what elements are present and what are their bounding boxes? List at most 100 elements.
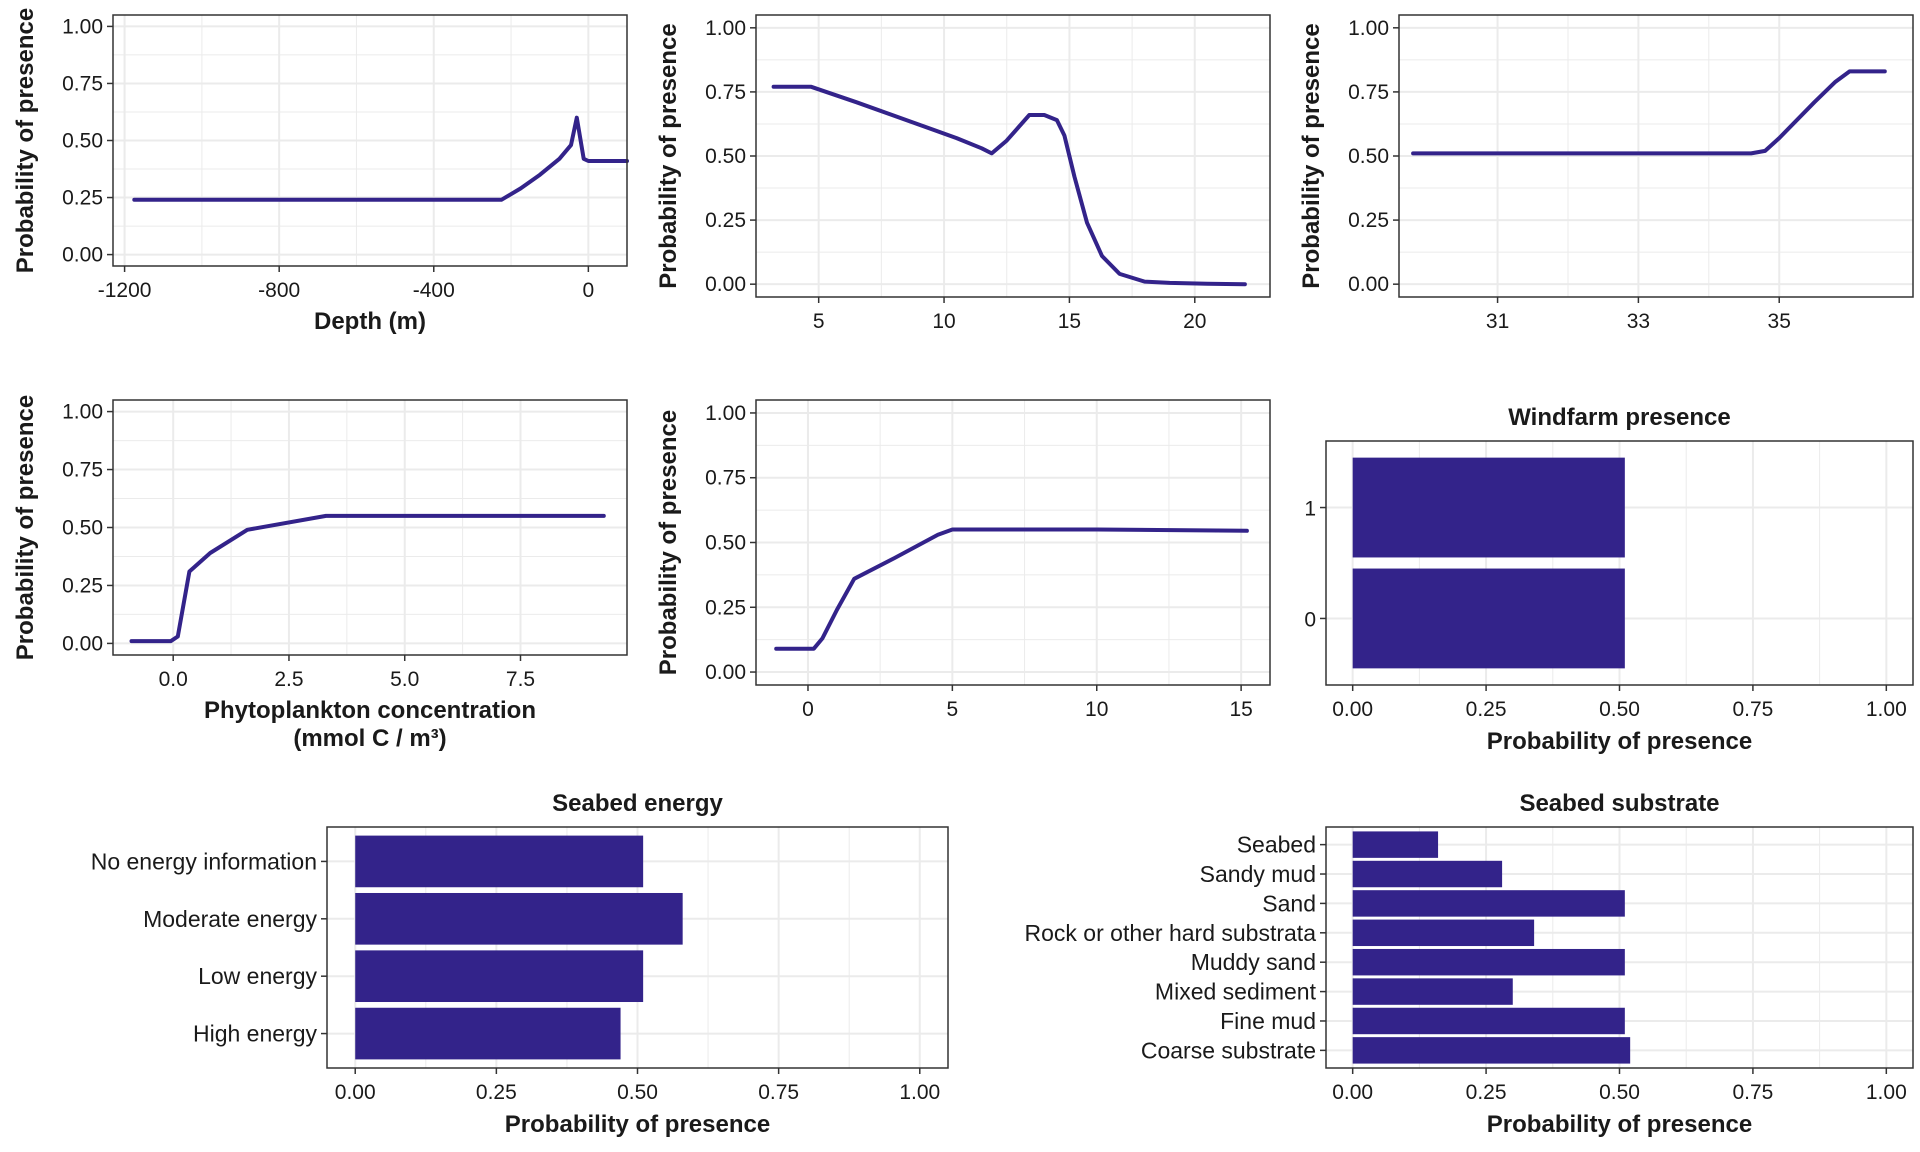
y-tick-label: 0.25	[705, 596, 746, 619]
bar	[1352, 890, 1625, 917]
x-tick-label: 0.00	[1332, 698, 1373, 721]
chart-panel-1: 0.00 0.25 0.50 0.75 1.00 -1200 -800 -400 0 Probab…	[12, 8, 629, 335]
x-tick-label: 0.00	[1332, 1081, 1373, 1104]
y-tick-label: 0.75	[705, 81, 746, 104]
y-tick-label: 1.00	[62, 15, 103, 38]
y-tick-label: 0.25	[1348, 209, 1389, 232]
x-tick-label: 0.0	[159, 668, 188, 691]
category-label: Coarse substrate	[1141, 1037, 1316, 1063]
x-tick-label: 1.00	[899, 1081, 940, 1104]
x-tick-label: 0.50	[1599, 698, 1640, 721]
y-tick-label: 0.00	[62, 244, 103, 267]
chart-title: Windfarm presence	[1508, 404, 1731, 431]
x-tick-label: 0	[802, 698, 814, 721]
panel-border	[755, 14, 1271, 298]
panel-border	[326, 826, 949, 1069]
series-line	[1411, 69, 1887, 156]
x-tick-label: 0.50	[1599, 1081, 1640, 1104]
y-tick-label: 0.75	[62, 459, 103, 482]
series-line	[129, 513, 606, 644]
x-tick-label: -400	[413, 279, 455, 302]
x-tick-label: 0.00	[335, 1081, 376, 1104]
bar	[1352, 860, 1503, 888]
x-tick-label: 0.25	[1466, 698, 1507, 721]
x-tick-label: -1200	[98, 279, 152, 302]
bar	[1352, 831, 1439, 858]
y-tick-label: 0.50	[62, 130, 103, 153]
category-label: Seabed	[1237, 832, 1316, 858]
bar	[1352, 568, 1625, 669]
category-label: Rock or other hard substrata	[1025, 920, 1317, 946]
chart-panel-6: 0.00 0.25 0.50 0.75 1.00 1 0 Windfarm presence P…	[1304, 404, 1914, 755]
bar	[355, 950, 644, 1003]
x-axis-title: Probability of presence	[505, 1111, 770, 1138]
chart-title: Seabed substrate	[1519, 790, 1719, 817]
panel-border	[1325, 440, 1914, 686]
y-axis-title: Probability of presence	[12, 395, 39, 660]
series-line	[774, 527, 1249, 651]
bar	[1352, 1037, 1631, 1064]
category-label: Sandy mud	[1200, 861, 1316, 887]
y-tick-label: 0.75	[1348, 81, 1389, 104]
x-tick-label: 10	[1085, 698, 1108, 721]
category-label: No energy information	[91, 848, 317, 874]
panel-border	[755, 399, 1271, 686]
bar	[355, 835, 644, 888]
x-tick-label: 10	[932, 310, 955, 333]
y-tick-label: 0.00	[705, 273, 746, 296]
x-tick-label: 20	[1183, 310, 1206, 333]
chart-panel-2: 0.00 0.25 0.50 0.75 1.00 5 10 15 20 Probability o…	[655, 14, 1271, 333]
x-axis-title: Depth (m)	[314, 308, 426, 335]
x-tick-label: 5.0	[390, 668, 419, 691]
category-label: Low energy	[198, 963, 317, 989]
panel-border	[1325, 826, 1914, 1069]
x-tick-label: 0.75	[1732, 698, 1773, 721]
category-label: Muddy sand	[1191, 949, 1316, 975]
chart-panel-4: 0.00 0.25 0.50 0.75 1.00 0.0 2.5 5.0 7.5 Probabil…	[12, 395, 628, 752]
chart-panel-7: 0.00 0.25 0.50 0.75 1.00 No energy informatio…	[91, 790, 949, 1138]
category-label: 1	[1304, 498, 1316, 521]
category-label: 0	[1304, 608, 1316, 631]
y-axis-title: Probability of presence	[12, 8, 39, 273]
y-tick-label: 0.25	[62, 574, 103, 597]
y-tick-label: 1.00	[705, 402, 746, 425]
x-tick-label: 1.00	[1866, 1081, 1907, 1104]
y-tick-label: 0.50	[1348, 145, 1389, 168]
panel-border	[112, 399, 628, 656]
x-axis-title: Probability of presence	[1487, 1111, 1752, 1138]
bar	[1352, 978, 1513, 1005]
bar	[355, 1007, 621, 1060]
y-tick-label: 0.25	[705, 209, 746, 232]
y-tick-label: 0.25	[62, 187, 103, 210]
x-tick-label: 33	[1627, 310, 1650, 333]
x-tick-label: 2.5	[274, 668, 303, 691]
chart-panel-5: 0.00 0.25 0.50 0.75 1.00 0 5 10 15 Probability of…	[655, 399, 1271, 721]
y-axis-title: Probability of presence	[655, 410, 682, 675]
bar	[355, 892, 683, 945]
chart-title: Seabed energy	[552, 790, 723, 817]
category-label: High energy	[193, 1021, 318, 1047]
y-tick-label: 0.00	[62, 632, 103, 655]
category-label: Mixed sediment	[1155, 979, 1317, 1005]
x-tick-label: 0.50	[617, 1081, 658, 1104]
x-tick-label: 31	[1486, 310, 1509, 333]
x-tick-label: 0	[583, 279, 595, 302]
y-tick-label: 0.50	[705, 532, 746, 555]
x-tick-label: 7.5	[506, 668, 535, 691]
series-line	[771, 84, 1247, 287]
x-tick-label: 0.75	[758, 1081, 799, 1104]
x-tick-label: 35	[1768, 310, 1791, 333]
y-tick-label: 0.50	[62, 517, 103, 540]
y-tick-label: 1.00	[62, 401, 103, 424]
y-tick-label: 1.00	[1348, 17, 1389, 40]
y-tick-label: 0.00	[1348, 273, 1389, 296]
y-tick-label: 0.75	[705, 467, 746, 490]
bar	[1352, 1007, 1625, 1035]
category-label: Sand	[1262, 890, 1316, 916]
chart-panel-3: 0.00 0.25 0.50 0.75 1.00 31 33 35 Probability of…	[1298, 14, 1914, 333]
x-tick-label: 0.75	[1732, 1081, 1773, 1104]
bar	[1352, 919, 1535, 947]
bar	[1352, 457, 1625, 558]
x-axis-title: Phytoplankton concentration (mmol C / m³)	[204, 697, 536, 752]
